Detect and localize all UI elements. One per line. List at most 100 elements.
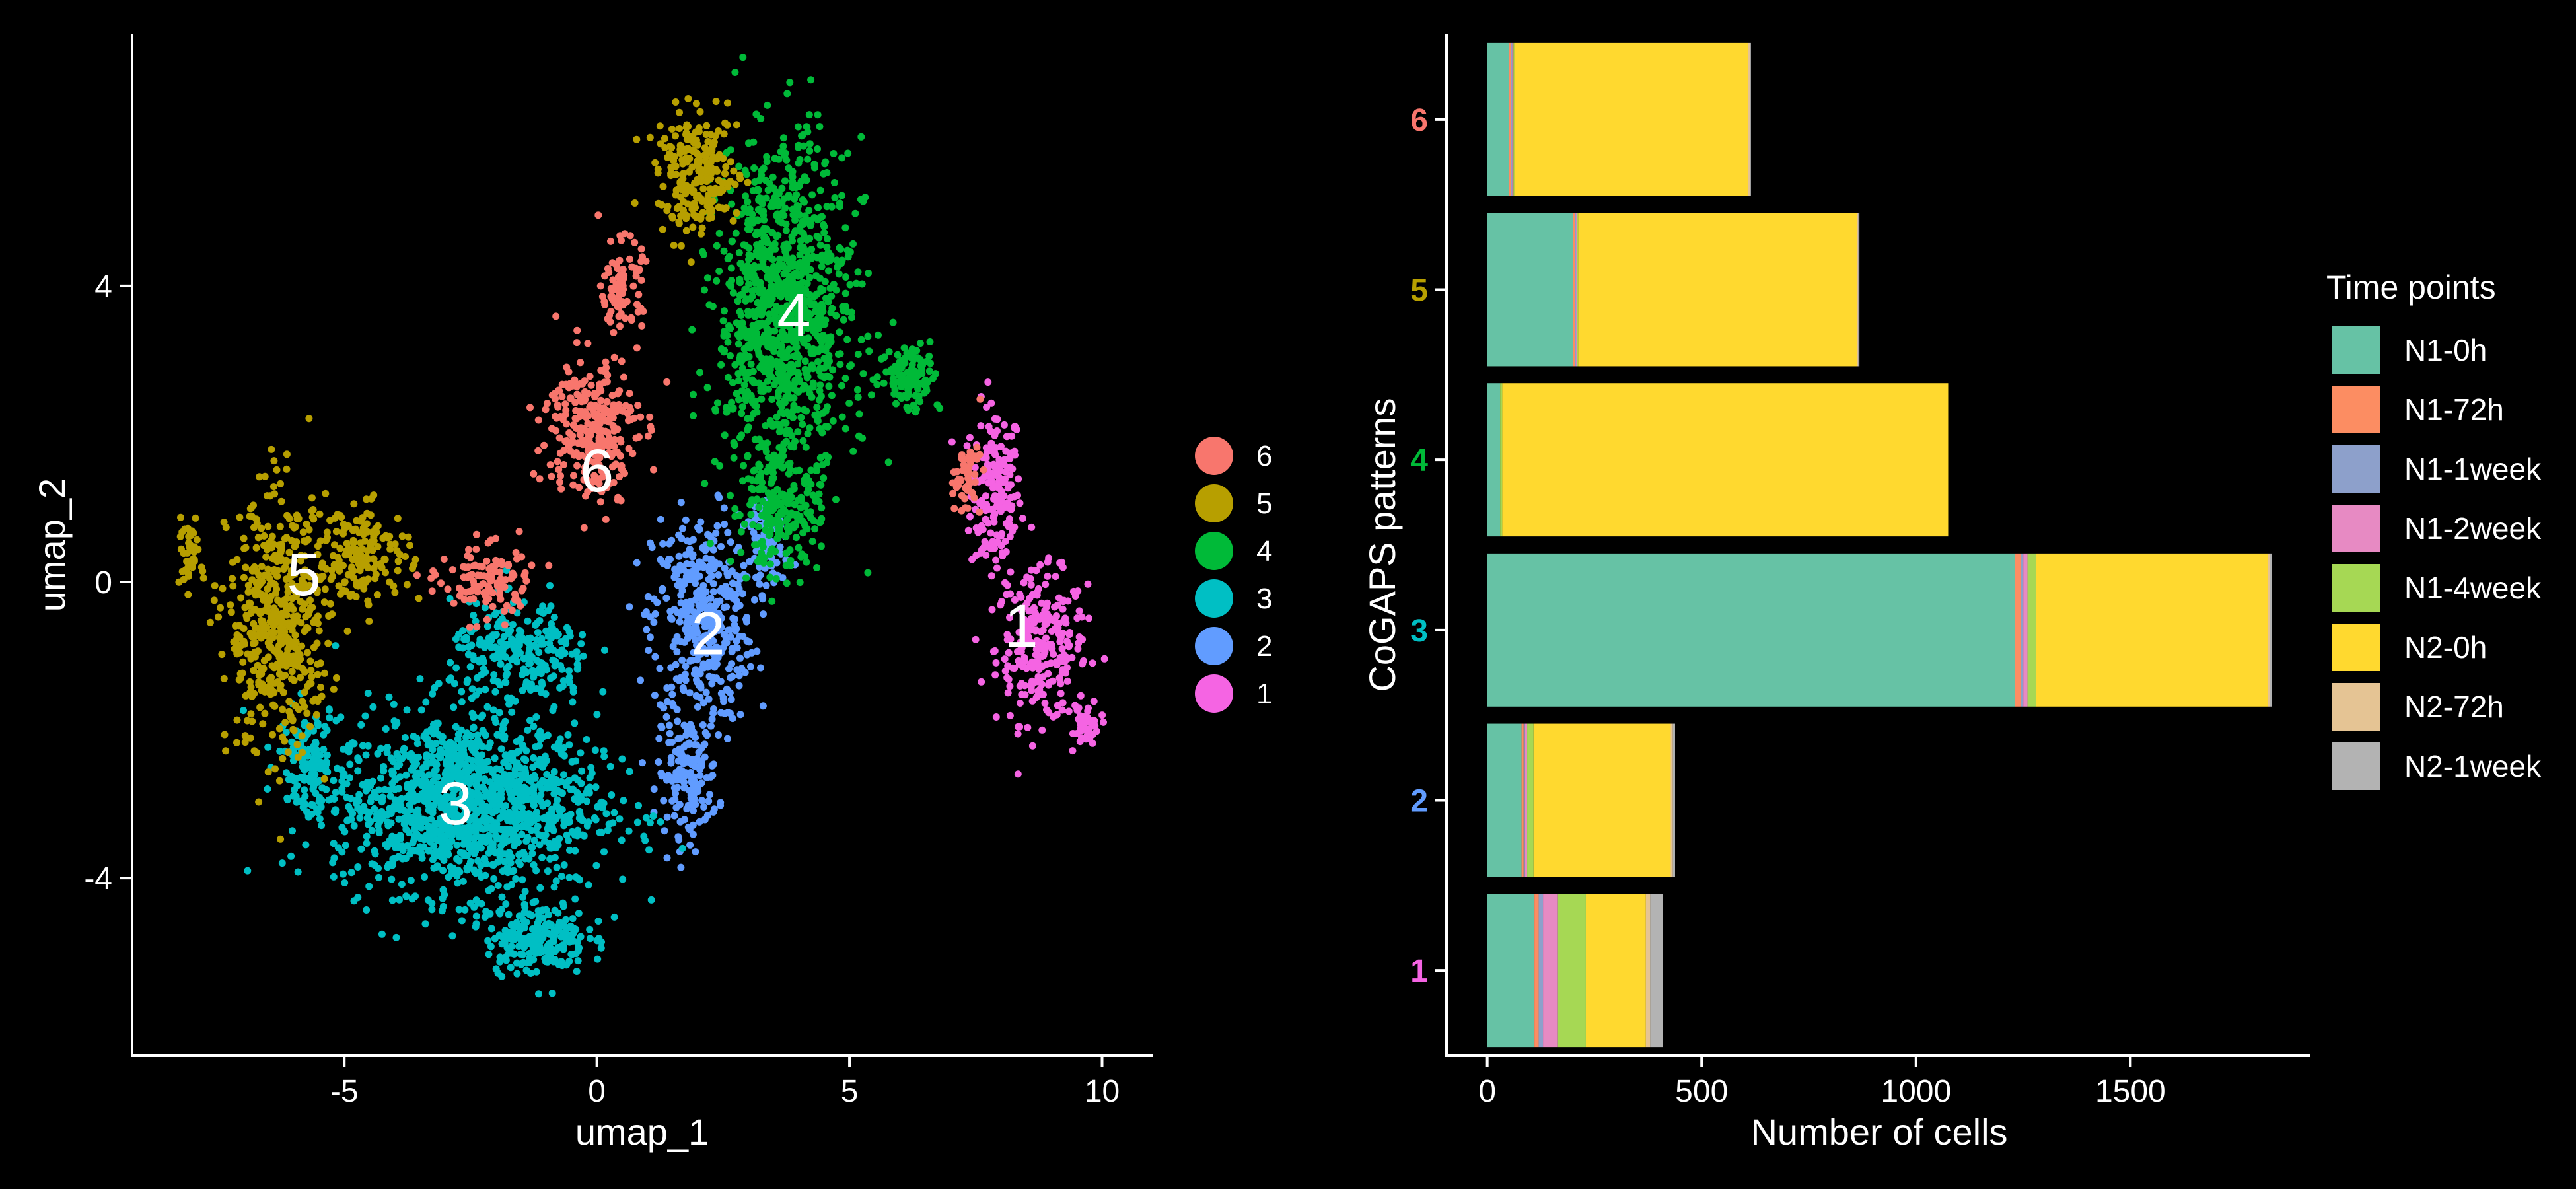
scatter-point: [479, 742, 487, 750]
scatter-point: [927, 359, 934, 367]
scatter-point: [828, 392, 836, 400]
scatter-point: [1006, 711, 1014, 719]
scatter-point: [672, 748, 680, 756]
scatter-point: [707, 722, 715, 730]
scatter-point: [1026, 575, 1034, 583]
scatter-point: [328, 795, 336, 803]
scatter-point: [306, 723, 314, 731]
scatter-point: [340, 870, 347, 878]
scatter-point: [984, 519, 992, 527]
scatter-point: [732, 229, 740, 237]
scatter-point: [982, 492, 989, 500]
scatter-point: [1005, 515, 1013, 523]
scatter-point: [978, 678, 985, 686]
scatter-point: [563, 624, 571, 631]
scatter-point: [1026, 638, 1034, 646]
scatter-point: [985, 423, 993, 431]
scatter-point: [600, 646, 608, 654]
scatter-point: [800, 520, 808, 527]
scatter-point: [574, 957, 582, 965]
scatter-point: [1066, 629, 1073, 636]
scatter-point: [908, 353, 915, 361]
scatter-point: [703, 774, 711, 781]
scatter-point: [524, 795, 532, 803]
scatter-point: [751, 435, 759, 443]
scatter-point: [592, 783, 600, 791]
scatter-point: [686, 841, 694, 849]
scatter-point: [1007, 590, 1015, 598]
scatter-point: [709, 588, 717, 596]
scatter-point: [528, 667, 536, 674]
scatter-point: [254, 534, 262, 542]
scatter-point: [788, 233, 796, 240]
scatter-point: [522, 747, 530, 755]
scatter-point: [992, 556, 1000, 564]
scatter-point: [830, 150, 838, 157]
scatter-point: [240, 545, 248, 552]
scatter-point: [689, 536, 697, 544]
scatter-point: [1034, 651, 1042, 659]
scatter-point: [391, 722, 399, 730]
scatter-point: [548, 633, 555, 641]
scatter-point: [382, 725, 390, 733]
scatter-point: [992, 659, 1000, 667]
scatter-point: [763, 520, 771, 528]
scatter-point: [329, 859, 337, 867]
scatter-point: [669, 643, 677, 651]
scatter-point: [781, 149, 789, 157]
scatter-point: [761, 367, 768, 375]
scatter-point: [485, 951, 493, 958]
scatter-point: [705, 614, 713, 622]
scatter-point: [424, 822, 432, 830]
scatter-point: [307, 667, 315, 674]
scatter-point: [620, 797, 627, 805]
scatter-point: [565, 957, 573, 965]
scatter-point: [1043, 603, 1051, 610]
scatter-point: [422, 816, 430, 824]
scatter-point: [913, 406, 921, 413]
scatter-point: [243, 614, 251, 622]
scatter-point: [362, 787, 370, 795]
scatter-point: [1020, 635, 1028, 643]
scatter-point: [769, 256, 777, 264]
scatter-point: [989, 647, 997, 655]
scatter-point: [769, 244, 777, 252]
scatter-point: [700, 803, 708, 811]
scatter-point: [371, 805, 378, 812]
scatter-point: [291, 631, 299, 639]
scatter-point: [508, 867, 516, 875]
scatter-point: [506, 811, 514, 818]
scatter-point: [501, 678, 509, 686]
scatter-point: [483, 703, 491, 711]
scatter-point: [454, 735, 462, 743]
scatter-point: [536, 607, 544, 615]
scatter-point: [564, 731, 572, 739]
scatter-point: [724, 528, 732, 536]
scatter-point: [814, 203, 822, 211]
scatter-point: [793, 512, 801, 519]
scatter-point: [431, 684, 439, 692]
scatter-point: [597, 944, 605, 952]
scatter-point: [978, 522, 985, 530]
scatter-point: [789, 184, 797, 192]
scatter-point: [802, 501, 810, 509]
scatter-point: [264, 565, 272, 573]
scatter-point: [487, 925, 495, 933]
scatter-point: [539, 947, 547, 955]
scatter-point: [577, 813, 585, 821]
scatter-point: [1001, 667, 1009, 675]
scatter-point: [425, 847, 433, 855]
scatter-point: [480, 855, 488, 863]
scatter-point: [333, 674, 340, 682]
scatter-point: [574, 664, 582, 672]
scatter-point: [699, 721, 707, 729]
scatter-point: [459, 877, 467, 885]
scatter-point: [651, 610, 659, 618]
scatter-point: [532, 743, 540, 751]
scatter-point: [639, 759, 646, 767]
scatter-point: [689, 553, 697, 561]
scatter-point: [437, 746, 444, 754]
scatter-point: [1023, 599, 1031, 607]
scatter-point: [822, 252, 830, 260]
scatter-point: [395, 796, 403, 804]
